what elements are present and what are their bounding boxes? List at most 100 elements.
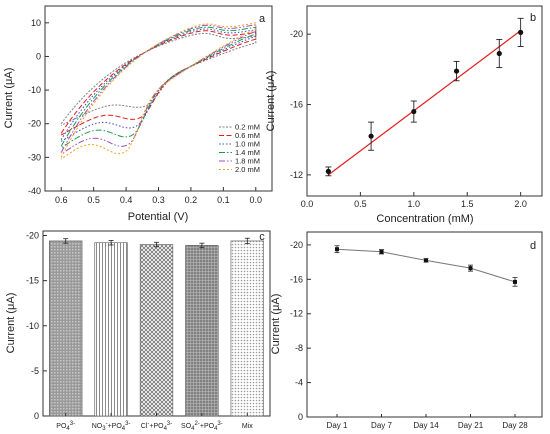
panel-d-plot: [334, 245, 518, 287]
panel-c-x-labels: PO43- NO3-+PO43- Cl-+PO43- SO42-+PO43- Mix: [56, 413, 253, 432]
bar: [185, 245, 219, 417]
x-tick-label: 0.5: [354, 199, 367, 209]
panel-a-xlabel: Potential (V): [128, 211, 189, 223]
y-tick-label: -10: [26, 321, 39, 331]
panel-c-letter: c: [259, 231, 265, 243]
y-tick-label: -30: [28, 152, 41, 162]
cv-curve-series-5: [60, 24, 257, 155]
panel-a-legend: 0.2 mM0.6 mM1.0 mM1.4 mM1.8 mM2.0 mM: [219, 123, 260, 174]
stability-line: [336, 248, 516, 283]
y-tick-label: -40: [28, 186, 41, 196]
x-tick-label: 2.0: [514, 199, 527, 209]
legend-label: 1.8 mM: [235, 157, 260, 166]
cv-curve-series-2: [60, 30, 257, 136]
data-point: [518, 29, 524, 35]
y-tick-label: -5: [31, 366, 39, 376]
data-point: [513, 279, 517, 284]
x-tick-label: Cl-+PO43-: [141, 421, 173, 432]
x-tick-label: Mix: [242, 423, 253, 430]
x-tick-label: 0.6: [55, 195, 68, 205]
bar: [230, 240, 264, 417]
panel-c-interference-bars: 0 -5 -10 -15 -20 PO43- NO3-+PO43- Cl-+PO43- SO4…: [5, 230, 271, 432]
y-tick-label: 0: [34, 411, 39, 421]
panel-d-x-labels: Day 1 Day 7 Day 14 Day 21 Day 28: [327, 414, 528, 430]
x-tick-label: Day 7: [371, 421, 392, 430]
y-tick-label: -8: [295, 343, 303, 353]
y-tick-label: -20: [28, 119, 41, 129]
y-tick-label: 0: [298, 412, 303, 422]
x-tick-label: NO3-+PO43-: [92, 421, 131, 432]
panel-b-frame: [306, 5, 543, 197]
panel-d-ylabel: Current (μA): [270, 294, 282, 355]
x-tick-label: 0.0: [301, 199, 314, 209]
data-point: [468, 266, 473, 271]
legend-label: 2.0 mM: [235, 165, 260, 174]
y-tick-label: -4: [295, 378, 303, 388]
x-tick-label: 0.2: [185, 195, 198, 205]
panel-d-letter: d: [530, 240, 536, 252]
panel-a-ylabel: Current (μA): [3, 68, 15, 129]
y-tick-label: -20: [26, 231, 39, 241]
x-tick-label: PO43-: [56, 421, 75, 432]
panel-b-plot: [325, 17, 524, 177]
x-tick-label: 0.1: [217, 195, 230, 205]
data-point: [335, 247, 339, 252]
data-point: [453, 68, 460, 74]
y-tick-label: -10: [28, 85, 41, 95]
data-point: [496, 50, 502, 57]
panel-a-y-ticks: 10 0 -10 -20 -30 -40: [28, 18, 49, 196]
panel-c-ylabel: Current (μA): [5, 293, 17, 354]
panel-a-curves: [60, 22, 257, 160]
panel-c-y-ticks: 0 -5 -10 -15 -20: [26, 231, 47, 421]
panel-d-frame: [306, 231, 543, 418]
x-tick-label: Day 1: [327, 421, 348, 430]
y-tick-label: -15: [26, 276, 39, 286]
data-point: [411, 108, 417, 115]
data-point: [424, 258, 428, 263]
x-tick-label: Day 21: [458, 421, 484, 430]
bar: [94, 242, 128, 417]
legend-label: 1.0 mM: [235, 140, 260, 149]
y-tick-label: -20: [290, 240, 303, 250]
panel-b-xlabel: Concentration (mM): [376, 213, 473, 225]
legend-label: 0.2 mM: [235, 123, 260, 132]
x-tick-label: 1.0: [408, 199, 421, 209]
panel-d-y-ticks: 0 -4 -8 -12 -16 -20: [290, 240, 311, 422]
data-point: [325, 168, 331, 174]
x-tick-label: 0.4: [120, 195, 133, 205]
y-tick-label: -16: [290, 100, 303, 110]
panel-d-stability-plot: 0-4-8-12-16-20 Day 1 Day 7 Day 14 Day 21 Day…: [270, 231, 543, 430]
x-tick-label: 1.5: [461, 199, 474, 209]
x-tick-label: Day 28: [502, 421, 528, 430]
panel-b-x-ticks: 0.0 0.5 1.0 1.5 2.0: [301, 192, 527, 209]
panel-b-ylabel: Current (μA): [265, 71, 277, 132]
x-tick-label: 0.5: [87, 195, 100, 205]
panel-b-calibration-plot: -12 -16 -20 0.0 0.5 1.0 1.5 2.0 Concentration …: [265, 5, 543, 225]
y-tick-label: -16: [290, 274, 303, 284]
y-tick-label: -12: [290, 170, 303, 180]
legend-label: 0.6 mM: [235, 131, 260, 140]
data-point: [368, 133, 374, 139]
x-tick-label: 0.0: [250, 195, 263, 205]
panel-c-bars: [49, 237, 264, 417]
bar: [49, 240, 83, 417]
linear-fit-line: [328, 30, 521, 176]
y-tick-label: 0: [36, 51, 41, 61]
panel-a-letter: a: [259, 13, 266, 25]
x-tick-label: Day 14: [413, 421, 439, 430]
cv-curve-series-1: [60, 32, 257, 126]
y-tick-label: -12: [290, 309, 303, 319]
panel-b-y-ticks: -12 -16 -20: [290, 29, 311, 180]
y-tick-label: -20: [290, 29, 303, 39]
panel-b-letter: b: [530, 12, 536, 24]
cv-curve-series-6: [60, 22, 257, 160]
x-tick-label: SO42-+PO43-: [181, 421, 223, 432]
legend-label: 1.4 mM: [235, 148, 260, 157]
data-point: [379, 249, 384, 254]
bar: [139, 244, 174, 417]
y-tick-label: 10: [31, 18, 41, 28]
x-tick-label: 0.3: [152, 195, 165, 205]
panel-a-cyclic-voltammetry: 10 0 -10 -20 -30 -40 0.6 0.5 0.4 0.3 0.2 0.1 0.0 0.…: [3, 5, 273, 223]
panel-a-x-ticks: 0.6 0.5 0.4 0.3 0.2 0.1 0.0: [55, 187, 262, 205]
